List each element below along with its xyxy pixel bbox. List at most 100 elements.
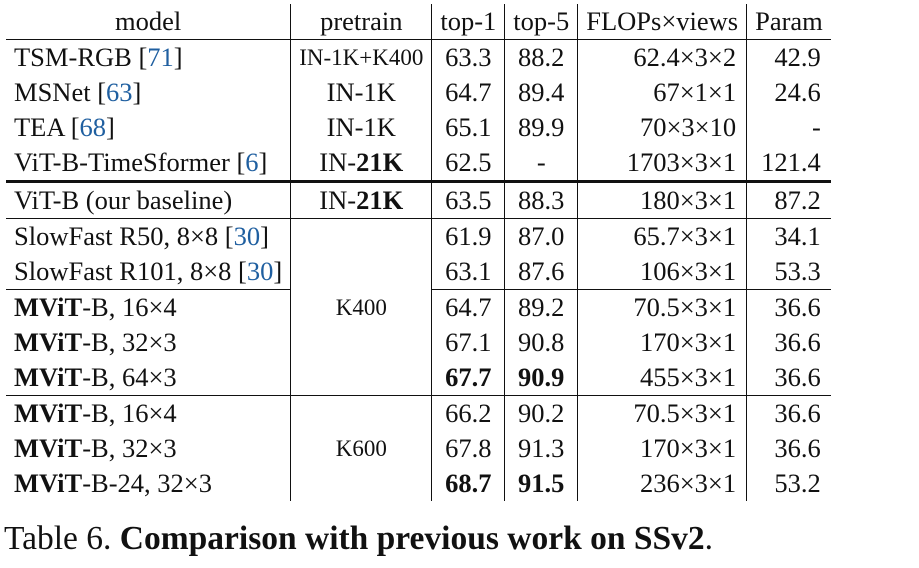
cell-top5: 89.9: [504, 110, 578, 145]
cell-model: ViT-B (our baseline): [6, 180, 291, 219]
table-row: MViT-B, 32×3 67.8 91.3 170×3×1 36.6: [6, 431, 831, 466]
cell-flops-views: 70×3×10: [577, 110, 747, 145]
header-model: model: [6, 4, 291, 40]
cell-top1: 67.7: [431, 360, 505, 396]
cell-model: MViT-B, 32×3: [6, 431, 291, 466]
model-name-suffix: -B-24, 32×3: [82, 468, 212, 498]
cell-top5: 89.2: [504, 289, 578, 325]
table-row: ViT-B (our baseline) IN-21K 63.5 88.3 180×3×…: [6, 180, 831, 219]
cell-param: 42.9: [746, 39, 831, 75]
header-param: Param: [746, 4, 831, 40]
table-row: TSM-RGB [71] IN-1K+K400 63.3 88.2 62.4×3×2 42…: [6, 39, 831, 75]
comparison-table: model pretrain top-1 top-5 FLOPs×views P…: [6, 4, 831, 501]
cell-model: MViT-B, 16×4: [6, 395, 291, 431]
cell-pretrain: IN-1K: [290, 75, 432, 110]
model-name-suffix: -B, 16×4: [82, 292, 177, 322]
model-name-suffix: -B, 32×3: [82, 433, 177, 463]
cell-top1: 62.5: [431, 145, 505, 182]
header-top1: top-1: [431, 4, 505, 40]
cell-flops-views: 455×3×1: [577, 360, 747, 396]
cell-flops-views: 70.5×3×1: [577, 289, 747, 325]
cell-pretrain: IN-21K: [290, 180, 432, 219]
citation-link[interactable]: 63: [106, 77, 133, 107]
pretrain-bold: 21K: [356, 147, 404, 177]
pretrain-text: IN-1K: [326, 112, 396, 142]
pretrain-text: IN-1K+K400: [299, 45, 424, 70]
table-row: MViT-B, 16×4 64.7 89.2 70.5×3×1 36.6: [6, 289, 831, 325]
table-caption: Table 6. Comparison with previous work o…: [4, 519, 713, 559]
table-header-row: model pretrain top-1 top-5 FLOPs×views P…: [6, 4, 831, 40]
cell-model: MViT-B, 16×4: [6, 289, 291, 325]
model-name-suffix: -B, 32×3: [82, 327, 177, 357]
table-row: ViT-B-TimeSformer [6] IN-21K 62.5-1703×3×1…: [6, 145, 831, 182]
pretrain-group-label: K600: [335, 436, 387, 461]
model-name-text: SlowFast R101, 8×8: [14, 256, 239, 286]
cell-param: 36.6: [746, 289, 831, 325]
cell-top1: 64.7: [431, 75, 505, 110]
cell-pretrain: IN-21K: [290, 145, 432, 182]
cell-top1: 67.1: [431, 325, 505, 360]
table-row: MViT-B-24, 32×3 68.7 91.5 236×3×1 53.2: [6, 466, 831, 501]
cell-top1: 68.7: [431, 466, 505, 501]
pretrain-bold: 21K: [356, 185, 404, 215]
cell-param: -: [746, 110, 831, 145]
table-row: SlowFast R101, 8×8 [30] 63.1 87.6 106×3×1 53…: [6, 254, 831, 290]
pretrain-group-label: K400: [335, 294, 387, 320]
cell-top1: 64.7: [431, 289, 505, 325]
model-name-text: MSNet: [14, 77, 98, 107]
cell-param: 36.6: [746, 360, 831, 396]
cell-top1: 63.1: [431, 254, 505, 290]
cell-pretrain-k600: K600: [290, 395, 432, 501]
cell-top5: 88.2: [504, 39, 578, 75]
cell-top5: 91.5: [504, 466, 578, 501]
cell-top5: 90.2: [504, 395, 578, 431]
cell-top1: 67.8: [431, 431, 505, 466]
table-row: MViT-B, 16×4 K600 66.2 90.2 70.5×3×1 36.6: [6, 395, 831, 501]
cell-model: TSM-RGB [71]: [14, 42, 183, 72]
cell-model: SlowFast R101, 8×8 [30]: [14, 256, 283, 286]
citation-link[interactable]: 30: [246, 256, 274, 286]
cell-top1: 63.3: [431, 39, 505, 75]
cell-pretrain: IN-1K: [290, 110, 432, 145]
cell-top1: 65.1: [431, 110, 505, 145]
header-pretrain: pretrain: [290, 4, 432, 40]
model-name-bold: MViT: [14, 398, 83, 428]
pretrain-text: IN-: [319, 147, 357, 177]
pretrain-text: IN-1K: [326, 77, 396, 107]
table-body: TSM-RGB [71] IN-1K+K400 63.3 88.2 62.4×3×2 42…: [6, 39, 831, 501]
cell-param: 36.6: [746, 325, 831, 360]
cell-top1: 61.9: [431, 218, 505, 254]
cell-model: ViT-B-TimeSformer [6]: [14, 147, 268, 177]
citation-link[interactable]: 30: [233, 221, 261, 251]
citation-link[interactable]: 71: [147, 42, 174, 72]
cell-top1: 63.5: [431, 180, 505, 219]
header-flops-views: FLOPs×views: [577, 4, 747, 40]
model-name-bold: MViT: [14, 362, 83, 392]
cell-param: 24.6: [746, 75, 831, 110]
table-row: MSNet [63] IN-1K 64.7 89.4 67×1×1 24.6: [6, 75, 831, 110]
cell-param: 36.6: [746, 431, 831, 466]
cell-flops-views: 70.5×3×1: [577, 395, 747, 431]
cell-top5: 90.8: [504, 325, 578, 360]
cell-top5: 90.9: [504, 360, 578, 396]
cell-flops-views: 62.4×3×2: [577, 39, 747, 75]
caption-label: Table 6.: [4, 520, 120, 557]
cell-flops-views: 67×1×1: [577, 75, 747, 110]
citation-link[interactable]: 68: [79, 112, 107, 142]
table-row: SlowFast R50, 8×8 [30] K400 61.9 87.0 65.7×3…: [6, 218, 831, 396]
model-name-text: ViT-B-TimeSformer: [14, 147, 237, 177]
cell-flops-views: 236×3×1: [577, 466, 747, 501]
model-name-text: ViT-B (our baseline): [14, 185, 233, 215]
cell-top5: 89.4: [504, 75, 578, 110]
cell-top5: 91.3: [504, 431, 578, 466]
citation-link[interactable]: 6: [245, 147, 259, 177]
model-name-bold: MViT: [14, 433, 83, 463]
cell-model: SlowFast R50, 8×8 [30]: [6, 218, 291, 254]
cell-model: MViT-B, 32×3: [6, 325, 291, 360]
model-name-bold: MViT: [14, 292, 83, 322]
table-row: TEA [68] IN-1K 65.1 89.9 70×3×10-: [6, 110, 831, 145]
cell-pretrain-k400: K400: [290, 218, 432, 396]
cell-param: 53.2: [746, 466, 831, 501]
results-table-container: model pretrain top-1 top-5 FLOPs×views P…: [6, 4, 831, 501]
cell-model: TEA [68]: [14, 112, 115, 142]
